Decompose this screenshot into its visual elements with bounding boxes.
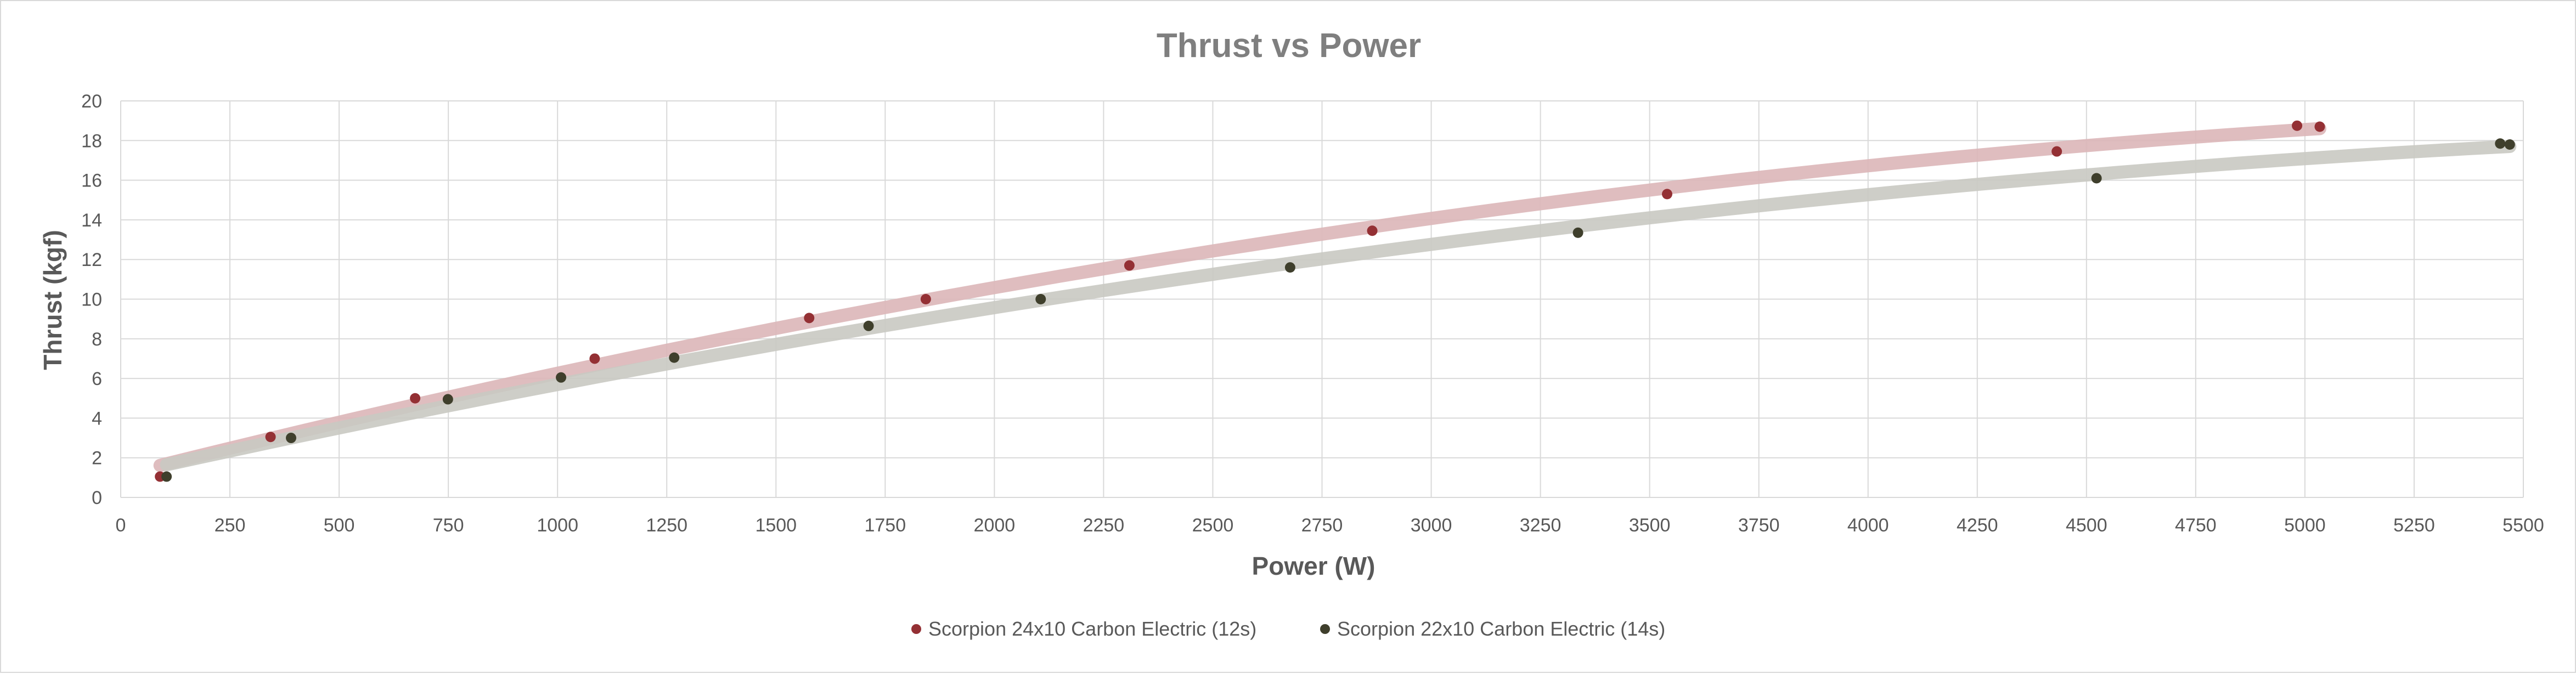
y-tick-label: 10 xyxy=(81,290,102,310)
data-point-series-1 xyxy=(1367,225,1378,236)
x-tick-label: 4500 xyxy=(2066,515,2107,536)
legend-marker-series-2 xyxy=(1320,624,1330,634)
data-point-series-1 xyxy=(589,353,600,364)
y-tick-label: 20 xyxy=(81,91,102,112)
data-point-series-2 xyxy=(1035,294,1046,304)
x-tick-label: 2500 xyxy=(1192,515,1234,536)
y-axis-title: Thrust (kgf) xyxy=(38,230,67,370)
x-tick-label: 3000 xyxy=(1411,515,1452,536)
data-point-series-1 xyxy=(2314,121,2325,132)
grid-lines xyxy=(120,100,2524,498)
data-point-series-1 xyxy=(920,294,931,304)
legend-label-series-1: Scorpion 24x10 Carbon Electric (12s) xyxy=(928,618,1256,640)
y-tick-label: 18 xyxy=(81,131,102,151)
data-point-series-2 xyxy=(2504,139,2515,150)
x-tick-label: 2000 xyxy=(974,515,1016,536)
x-tick-label: 500 xyxy=(324,515,355,536)
y-tick-label: 16 xyxy=(81,171,102,191)
x-tick-label: 2250 xyxy=(1083,515,1125,536)
data-point-series-2 xyxy=(442,394,453,405)
x-tick-label: 1250 xyxy=(646,515,687,536)
x-tick-label: 3250 xyxy=(1520,515,1562,536)
y-tick-label: 2 xyxy=(92,448,102,469)
axis-tick-labels: 0 250 500 750 1000 1250 1500 1750 2000 2250 2500 27… xyxy=(81,91,2544,536)
y-tick-label: 8 xyxy=(92,329,102,350)
data-point-series-2 xyxy=(669,352,680,363)
y-tick-label: 0 xyxy=(92,488,102,508)
y-tick-label: 12 xyxy=(81,250,102,270)
x-tick-label: 3750 xyxy=(1738,515,1780,536)
x-tick-label: 4000 xyxy=(1847,515,1889,536)
x-axis-title: Power (W) xyxy=(1252,552,1376,580)
data-point-series-2 xyxy=(863,320,874,331)
data-point-series-2 xyxy=(2091,173,2102,184)
y-tick-label: 6 xyxy=(92,369,102,389)
data-points xyxy=(155,120,2515,482)
y-tick-label: 14 xyxy=(81,210,102,231)
x-tick-label: 1000 xyxy=(537,515,578,536)
x-tick-label: 1750 xyxy=(864,515,906,536)
trendline-series-1 xyxy=(153,122,2326,472)
x-tick-label: 5250 xyxy=(2393,515,2435,536)
data-point-series-2 xyxy=(2495,138,2506,149)
x-tick-label: 4250 xyxy=(1957,515,1998,536)
chart-title: Thrust vs Power xyxy=(1157,27,1421,65)
legend: Scorpion 24x10 Carbon Electric (12s) Scor… xyxy=(911,618,1665,640)
data-point-series-1 xyxy=(2051,146,2062,157)
data-point-series-2 xyxy=(286,433,297,444)
data-point-series-1 xyxy=(804,313,815,324)
data-point-series-1 xyxy=(410,393,421,404)
data-point-series-1 xyxy=(2292,120,2303,131)
x-tick-label: 2750 xyxy=(1301,515,1343,536)
data-point-series-2 xyxy=(161,471,172,482)
x-tick-label: 5500 xyxy=(2502,515,2544,536)
y-tick-label: 4 xyxy=(92,408,102,429)
x-tick-label: 4750 xyxy=(2175,515,2217,536)
data-point-series-2 xyxy=(556,372,567,383)
x-tick-label: 0 xyxy=(116,515,126,536)
x-tick-label: 1500 xyxy=(755,515,797,536)
data-point-series-1 xyxy=(265,432,276,443)
legend-label-series-2: Scorpion 22x10 Carbon Electric (14s) xyxy=(1337,618,1665,640)
x-tick-label: 5000 xyxy=(2284,515,2326,536)
x-tick-label: 3500 xyxy=(1629,515,1671,536)
x-tick-label: 250 xyxy=(215,515,246,536)
data-point-series-2 xyxy=(1284,262,1295,273)
x-tick-label: 750 xyxy=(433,515,464,536)
trendline-series-2 xyxy=(160,140,2517,472)
trendlines xyxy=(153,122,2517,472)
data-point-series-1 xyxy=(1124,260,1135,271)
legend-marker-series-1 xyxy=(911,624,921,634)
data-point-series-1 xyxy=(1661,189,1672,200)
data-point-series-2 xyxy=(1572,227,1583,238)
